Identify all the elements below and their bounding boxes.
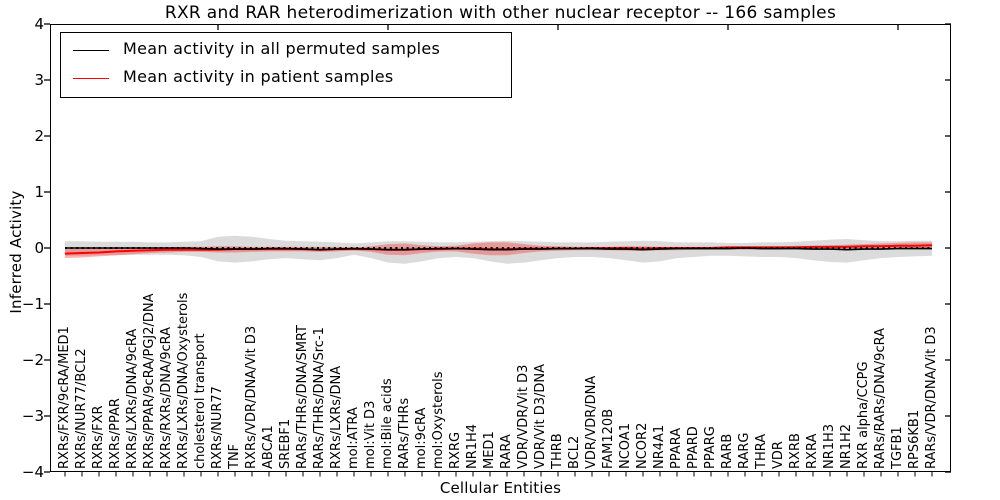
x-tick-label: TGFB1 [890,426,905,469]
y-tick-label: 0 [34,239,44,257]
x-tick-label: RXRB [788,433,803,469]
x-tick-label: cholesterol transport [193,333,208,469]
x-tick-label: MED1 [482,431,497,469]
x-tick-label: NR1H3 [822,423,837,469]
x-axis-label: Cellular Entities [439,479,562,497]
x-tick-label: RXRs/LXRs/DNA [329,365,344,469]
x-tick-label: RXRs/VDR/DNA/Vit D3 [244,325,259,469]
x-tick-label: RXRs/PPAR/9cRA/PGJ2/DNA [142,293,157,470]
x-tick-label: RXRs/NUR77 [210,386,225,469]
x-tick-label: RARs/THRs/DNA/Src-1 [312,327,327,469]
x-tick-label: VDR/Vit D3/DNA [533,363,548,469]
x-tick-label: RARs/THRs/DNA/SMRT [295,325,310,469]
y-axis-label: Inferred Activity [7,190,25,314]
x-tick-label: RXRG [448,431,463,469]
x-tick-label: VDR [771,441,786,469]
x-tick-label: RXRs/PPAR [108,398,123,469]
x-tick-label: RXRA [805,433,820,469]
x-tick-label: NR4A1 [652,424,667,469]
y-tick-label: 4 [34,15,44,33]
x-tick-label: SREBF1 [278,418,293,469]
x-tick-label: PPARA [669,427,684,469]
plot-svg [44,23,951,477]
y-tick-label: 1 [34,183,44,201]
x-tick-label: RARB [720,433,735,469]
legend-line-patient [73,78,109,79]
x-tick-label: mol:Vit D3 [363,400,378,469]
legend-item-permuted: Mean activity in all permuted samples [61,37,511,65]
x-tick-label: RPS6KB1 [907,409,922,469]
y-tick-label: −3 [21,407,44,425]
x-tick-label: VDR/VDR/DNA [584,375,599,469]
x-tick-label: RXRs/FXR [91,405,106,469]
x-tick-label: VDR/VDR/Vit D3 [516,364,531,469]
x-tick-label: PPARD [686,426,701,469]
x-tick-label: RXRs/RXRs/DNA/9cRA [159,326,174,469]
x-tick-label: TNF [227,443,242,469]
x-tick-label: ABCA1 [261,425,276,469]
x-tick-label: NCOA1 [618,423,633,469]
x-tick-label: THRA [754,433,769,469]
x-tick-label: mol:9cRA [414,407,429,469]
legend-item-patient: Mean activity in patient samples [61,65,511,93]
y-tick-label: 2 [34,127,44,145]
x-tick-label: FAM120B [601,408,616,469]
x-tick-label: RARs/THRs [397,397,412,469]
legend-box: Mean activity in all permuted samples Me… [60,32,512,98]
x-tick-label: BCL2 [567,435,582,469]
x-tick-label: RXR alpha/CCPG [856,361,871,469]
x-tick-label: THRB [550,433,565,469]
x-tick-label: RXRs/LXRs/DNA/9cRA [125,328,140,469]
y-tick-label: −1 [21,295,44,313]
x-tick-label: RARs/VDR/DNA/Vit D3 [924,326,939,469]
x-tick-label: PPARG [703,426,718,469]
y-tick-label: 3 [34,71,44,89]
x-tick-label: NCOR2 [635,422,650,469]
x-tick-label: NR1H4 [465,423,480,469]
x-tick-label: mol:Bile acids [380,378,395,469]
x-tick-label: RXRs/FXR/9cRA/MED1 [57,326,72,469]
x-tick-label: RARs/RARs/DNA/9cRA [873,328,888,469]
y-tick-label: −4 [21,463,44,481]
x-tick-label: RARA [499,434,514,469]
x-tick-label: RARG [737,432,752,469]
legend-label-patient: Mean activity in patient samples [123,67,394,86]
legend-label-permuted: Mean activity in all permuted samples [123,39,441,58]
y-tick-label: −2 [21,351,44,369]
legend-line-permuted [73,50,109,51]
x-tick-label: RXRs/LXRs/DNA/Oxysterols [176,292,191,469]
chart-title: RXR and RAR heterodimerization with othe… [164,3,837,23]
x-tick-label: NR1H2 [839,423,854,469]
x-tick-label: mol:ATRA [346,407,361,469]
x-tick-label: mol:Oxysterols [431,371,446,470]
x-tick-label: RXRs/NUR77/BCL2 [74,348,89,469]
